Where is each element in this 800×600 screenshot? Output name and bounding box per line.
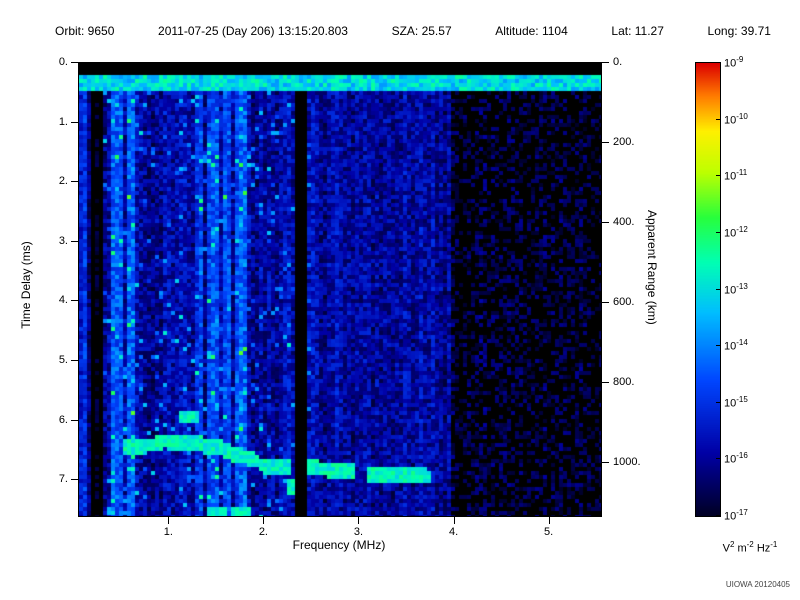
right-axis-tick-label: 1000. [613, 456, 641, 469]
y-axis-title-right: Apparent Range (km) [645, 210, 659, 325]
x-axis-tick-label: 5. [544, 526, 554, 538]
colorbar-tick [716, 288, 720, 290]
x-axis-title: Frequency (MHz) [292, 538, 386, 552]
x-axis-tick-label: 2. [258, 526, 268, 538]
colorbar-tick [716, 231, 720, 233]
colorbar-tick-label: 10-16 [724, 451, 748, 467]
colorbar [695, 62, 721, 517]
colorbar-unit-label: V2 m-2 Hz-1 [722, 540, 778, 555]
colorbar-tick [716, 175, 720, 177]
colorbar-tick-label: 10-9 [724, 55, 744, 70]
colorbar-tick [716, 401, 720, 403]
spectrogram-plot-area [78, 62, 602, 517]
left-axis-tick-label: 7. [58, 473, 68, 486]
sza-label: SZA: 25.57 [391, 24, 452, 38]
colorbar-tick [716, 62, 720, 63]
colorbar-tick-label: 10-17 [724, 508, 748, 523]
colorbar-tick [716, 345, 720, 347]
right-axis-tick-label: 600. [613, 296, 635, 309]
right-axis-tick [602, 302, 609, 304]
y-axis-title-left: Time Delay (ms) [19, 241, 33, 329]
left-axis-tick [71, 240, 78, 242]
right-axis-tick-label: 200. [613, 136, 635, 149]
credit-label: UIOWA 20120405 [725, 580, 790, 589]
x-axis-tick [358, 517, 360, 524]
left-axis-tick [71, 419, 78, 421]
latitude-label: Lat: 11.27 [611, 24, 664, 38]
colorbar-tick [716, 515, 720, 516]
orbit-label: Orbit: 9650 [55, 24, 115, 38]
colorbar-tick-label: 10-10 [724, 111, 748, 127]
left-axis-tick [71, 479, 78, 481]
left-axis-tick-label: 0. [58, 56, 68, 68]
altitude-label: Altitude: 1104 [495, 24, 568, 38]
left-axis-tick-label: 4. [58, 294, 68, 307]
colorbar-tick [716, 118, 720, 120]
x-axis-tick [263, 517, 265, 524]
left-axis-tick-label: 6. [58, 413, 68, 426]
left-axis-tick-label: 1. [58, 115, 68, 128]
left-axis-tick-label: 3. [58, 234, 68, 247]
x-axis-tick [453, 517, 455, 524]
x-axis-tick [168, 517, 170, 524]
spectrogram-canvas [79, 63, 601, 516]
header-info-bar: Orbit: 9650 2011-07-25 (Day 206) 13:15:2… [55, 24, 771, 38]
x-axis-tick-label: 1. [163, 526, 173, 538]
left-axis-tick [71, 181, 78, 183]
colorbar-tick-label: 10-11 [724, 168, 748, 183]
datetime-label: 2011-07-25 (Day 206) 13:15:20.803 [158, 24, 348, 38]
left-axis-tick [71, 121, 78, 123]
right-axis-tick [602, 142, 609, 144]
colorbar-tick-label: 10-12 [724, 224, 748, 240]
right-axis-tick [602, 462, 609, 464]
right-axis-tick-label: 0. [613, 56, 623, 68]
right-axis-tick-label: 800. [613, 376, 635, 389]
longitude-label: Long: 39.71 [707, 24, 771, 38]
left-axis-tick [71, 360, 78, 362]
x-axis-tick-label: 3. [353, 526, 364, 538]
right-axis-tick-label: 400. [613, 216, 635, 229]
right-axis-tick [602, 222, 609, 224]
left-axis-tick [71, 300, 78, 302]
x-axis-tick-label: 4. [448, 526, 459, 538]
colorbar-tick-label: 10-13 [724, 281, 748, 297]
right-axis-tick [602, 62, 609, 63]
colorbar-tick-label: 10-15 [724, 394, 748, 410]
x-axis-tick [548, 517, 550, 524]
colorbar-gradient [696, 63, 720, 516]
colorbar-tick-label: 10-14 [724, 338, 748, 353]
left-axis-tick [71, 62, 78, 63]
colorbar-tick [716, 458, 720, 460]
left-axis-tick-label: 2. [58, 175, 68, 188]
right-axis-tick [602, 382, 609, 384]
left-axis-tick-label: 5. [58, 354, 68, 367]
